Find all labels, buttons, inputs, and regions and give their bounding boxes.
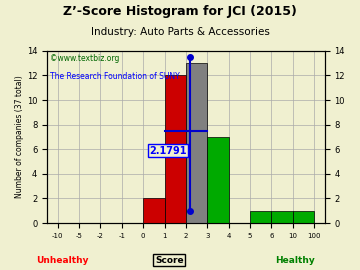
Bar bbox=[143, 198, 165, 223]
Text: Unhealthy: Unhealthy bbox=[36, 256, 89, 265]
Bar bbox=[207, 137, 229, 223]
Text: Z’-Score Histogram for JCI (2015): Z’-Score Histogram for JCI (2015) bbox=[63, 5, 297, 18]
Text: Industry: Auto Parts & Accessories: Industry: Auto Parts & Accessories bbox=[91, 27, 269, 37]
Y-axis label: Number of companies (37 total): Number of companies (37 total) bbox=[15, 76, 24, 198]
Bar bbox=[271, 211, 293, 223]
Text: The Research Foundation of SUNY: The Research Foundation of SUNY bbox=[50, 72, 180, 80]
Bar bbox=[293, 211, 314, 223]
Text: ©www.textbiz.org: ©www.textbiz.org bbox=[50, 54, 119, 63]
Text: 2.1791: 2.1791 bbox=[149, 146, 186, 156]
Bar bbox=[250, 211, 271, 223]
Text: Healthy: Healthy bbox=[275, 256, 315, 265]
Bar bbox=[186, 63, 207, 223]
Text: Score: Score bbox=[155, 256, 184, 265]
Bar bbox=[165, 76, 186, 223]
